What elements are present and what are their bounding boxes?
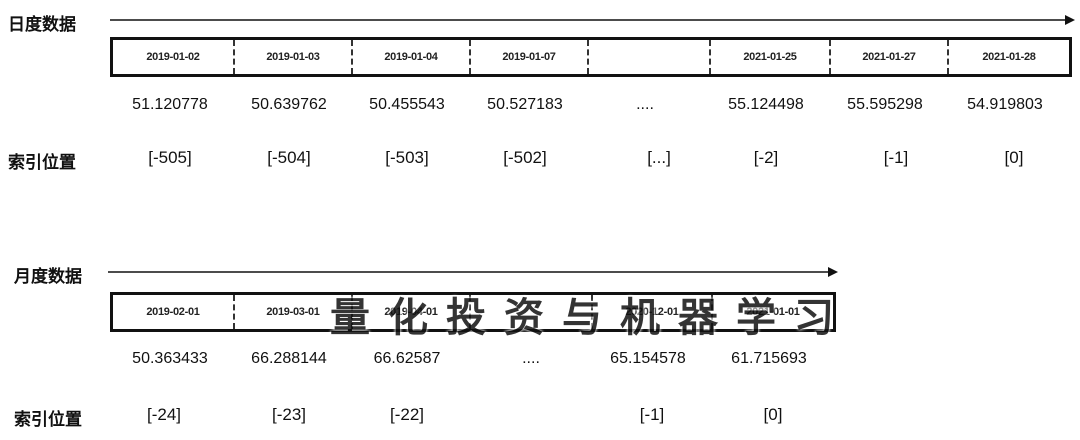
daily-value: .... (636, 96, 654, 113)
daily-date-cell: 2019-01-07 (469, 40, 587, 74)
daily-value: 50.527183 (487, 96, 563, 113)
daily-date-cell: 2021-01-27 (829, 40, 947, 74)
monthly-value: 66.62587 (373, 350, 441, 367)
daily-value: 55.124498 (728, 96, 804, 113)
monthly-value: 50.363433 (132, 350, 208, 367)
monthly-value: .... (522, 350, 540, 367)
daily-timeline-arrow (110, 15, 1075, 25)
monthly-index: [-1] (639, 405, 665, 424)
daily-index: [-503] (385, 148, 429, 167)
daily-date-cell-ellipsis (587, 40, 709, 74)
monthly-value: 65.154578 (610, 350, 686, 367)
daily-index: [-504] (267, 148, 311, 167)
daily-date-cell: 2021-01-28 (947, 40, 1069, 74)
daily-index: [0] (1004, 148, 1024, 167)
monthly-date-cell: 2020-12-01 (591, 295, 711, 329)
monthly-index: [0] (763, 405, 783, 424)
daily-value: 54.919803 (967, 96, 1043, 113)
watermark-text: 量化投资与机器学习 (330, 295, 852, 341)
daily-date-cell: 2019-01-03 (233, 40, 351, 74)
daily-value: 55.595298 (847, 96, 923, 113)
daily-index: [-505] (148, 148, 192, 167)
daily-date-cell: 2019-01-02 (146, 51, 200, 63)
daily-value: 50.639762 (251, 96, 327, 113)
monthly-date-cell: 2019-03-01 (233, 295, 351, 329)
daily-index-label: 索引位置 (8, 153, 76, 173)
daily-date-cell: 2021-01-25 (709, 40, 829, 74)
daily-index: [-2] (753, 148, 779, 167)
monthly-value: 61.715693 (731, 350, 807, 367)
daily-index: [-1] (883, 148, 909, 167)
monthly-section-label: 月度数据 (14, 267, 82, 287)
monthly-value: 66.288144 (251, 350, 327, 367)
monthly-date-strip: 2019-02-01 2019-03-01 2019-04-01 2020-12… (110, 292, 836, 332)
daily-index: [-502] (503, 148, 547, 167)
monthly-date-cell-ellipsis (469, 295, 591, 329)
monthly-date-cell: 2021-01-01 (711, 295, 833, 329)
daily-index: [...] (647, 148, 671, 167)
monthly-date-cell: 2019-02-01 (146, 306, 200, 318)
monthly-index-label: 索引位置 (14, 410, 82, 430)
monthly-index: [-24] (146, 405, 182, 424)
monthly-date-cell: 2019-04-01 (351, 295, 469, 329)
daily-value: 51.120778 (132, 96, 208, 113)
daily-section-label: 日度数据 (8, 15, 76, 35)
daily-date-cell: 2019-01-04 (351, 40, 469, 74)
daily-date-strip: 2019-01-02 2019-01-03 2019-01-04 2019-01… (110, 37, 1072, 77)
monthly-timeline-arrow (108, 267, 838, 277)
daily-value: 50.455543 (369, 96, 445, 113)
monthly-index: [-23] (271, 405, 307, 424)
monthly-index: [-22] (389, 405, 425, 424)
